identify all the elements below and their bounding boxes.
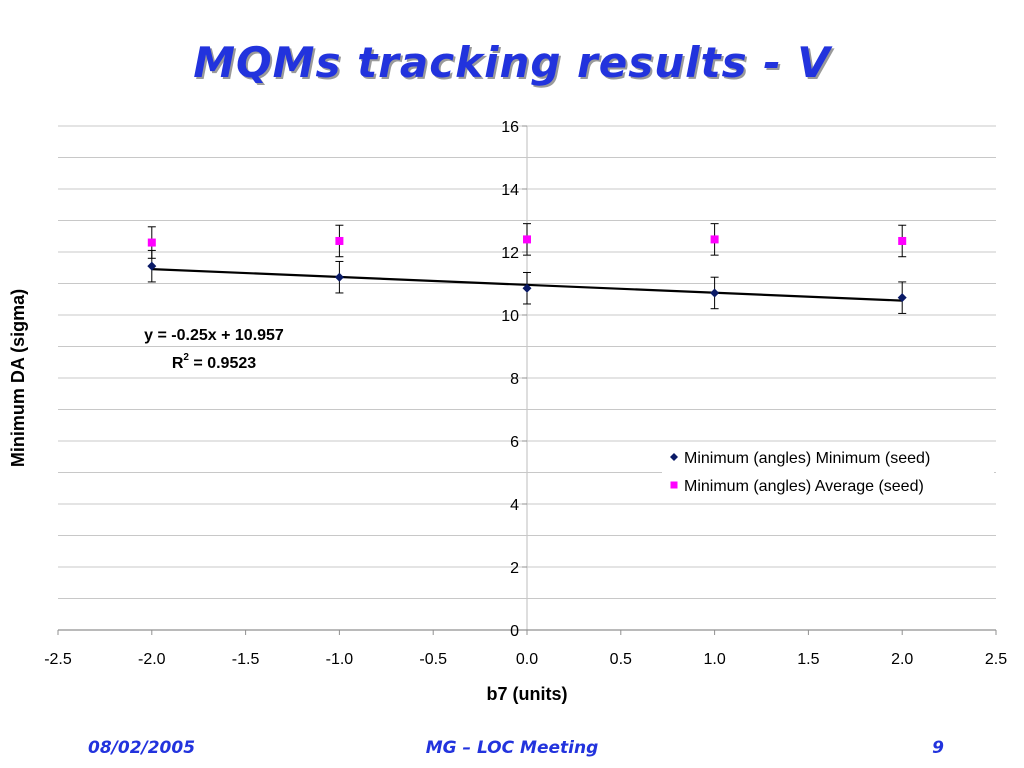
axes (57, 125, 997, 635)
data-series (147, 223, 907, 314)
footer-page-number: 9 (932, 738, 944, 758)
x-tick-label: 0.5 (610, 651, 632, 668)
y-tick-label: 8 (510, 371, 519, 388)
x-tick-label: 1.5 (797, 651, 819, 668)
y-tick-label: 10 (501, 308, 519, 325)
trendline-r-squared: R2 = 0.9523 (172, 352, 256, 372)
data-point-square (147, 238, 156, 247)
data-point-diamond (334, 272, 344, 282)
series-2 (147, 223, 907, 259)
tick-labels: 0 2 4 6 8 10 12 14 16 -2.5 -2.0 -1.5 -1.0 -0.5 0.0 0.5 1… (44, 119, 1007, 668)
data-point-square (335, 236, 344, 245)
legend-label: Minimum (angles) Average (seed) (684, 478, 924, 495)
x-tick-label: -2.5 (44, 651, 72, 668)
y-tick-label: 14 (501, 182, 519, 199)
trendline-equation: y = -0.25x + 10.957 (144, 327, 284, 344)
x-tick-label: -2.0 (138, 651, 166, 668)
slide-title: MQMs tracking results - V (193, 38, 831, 87)
legend-marker-diamond (670, 453, 678, 461)
legend-box (662, 442, 994, 500)
x-tick-label: 2.0 (891, 651, 913, 668)
data-point-diamond (710, 288, 720, 298)
x-tick-label: -1.5 (232, 651, 260, 668)
y-axis-label: Minimum DA (sigma) (8, 289, 28, 467)
data-point-diamond (897, 293, 907, 303)
y-tick-label: 0 (510, 623, 519, 640)
y-tick-label: 16 (501, 119, 519, 136)
y-tick-label: 6 (510, 434, 519, 451)
y-tick-label: 4 (510, 497, 519, 514)
footer-meeting: MG – LOC Meeting (425, 738, 599, 758)
x-tick-label: 2.5 (985, 651, 1007, 668)
x-tick-label: 1.0 (703, 651, 725, 668)
footer-date: 08/02/2005 (88, 738, 196, 758)
data-point-square (710, 235, 719, 244)
x-tick-label: -1.0 (326, 651, 354, 668)
x-tick-label: 0.0 (516, 651, 538, 668)
y-tick-label: 12 (501, 245, 519, 262)
x-axis-label: b7 (units) (487, 684, 568, 704)
data-point-diamond (522, 283, 532, 293)
data-point-diamond (147, 261, 157, 271)
data-point-square (898, 236, 907, 245)
y-tick-label: 2 (510, 560, 519, 577)
x-tick-label: -0.5 (419, 651, 447, 668)
legend-marker-square (670, 481, 678, 489)
legend: Minimum (angles) Minimum (seed) Minimum (… (662, 442, 994, 500)
legend-label: Minimum (angles) Minimum (seed) (684, 450, 930, 467)
data-point-square (523, 235, 531, 244)
series-1 (147, 249, 907, 314)
